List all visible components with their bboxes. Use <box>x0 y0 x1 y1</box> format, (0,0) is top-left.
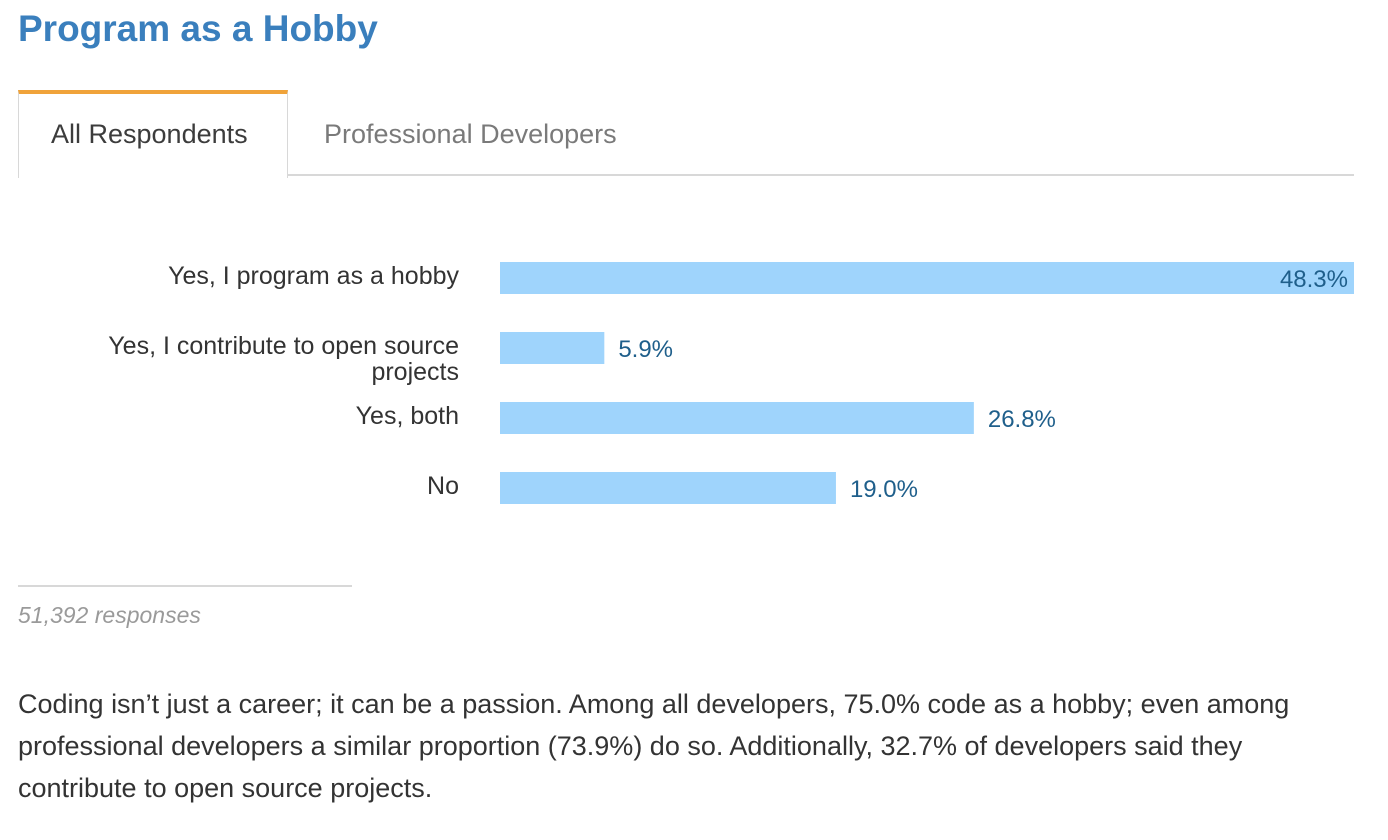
category-label-1-1: projects <box>371 358 459 386</box>
description-text: Coding isn’t just a career; it can be a … <box>18 689 1290 803</box>
value-label-2: 26.8% <box>988 406 1056 433</box>
tab-all-respondents[interactable]: All Respondents <box>18 90 288 178</box>
value-label-1: 5.9% <box>618 336 673 363</box>
category-label-2: Yes, both <box>356 402 459 430</box>
category-label-3: No <box>427 472 459 500</box>
category-label-0: Yes, I program as a hobby <box>168 262 459 290</box>
value-label-3: 19.0% <box>850 476 918 503</box>
response-count: 51,392 responses <box>18 602 201 628</box>
bar-2 <box>500 402 974 434</box>
bar-chart: Yes, I program as a hobby 48.3% Yes, I con… <box>108 262 1354 504</box>
page-title: Program as a Hobby <box>18 8 378 49</box>
bar-1 <box>500 332 605 364</box>
bar-0 <box>500 262 1354 294</box>
category-label-1-0: Yes, I contribute to open source <box>108 332 459 360</box>
tab-bar: All Respondents Professional Developers <box>18 90 1354 178</box>
value-label-0: 48.3% <box>1280 266 1348 293</box>
divider <box>18 585 352 587</box>
bar-3 <box>500 472 836 504</box>
tab-professional-developers[interactable]: Professional Developers <box>324 119 617 149</box>
